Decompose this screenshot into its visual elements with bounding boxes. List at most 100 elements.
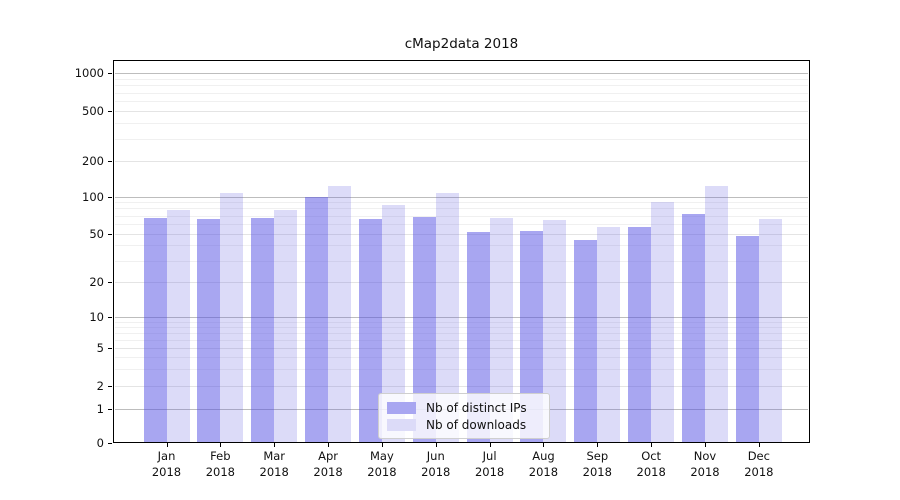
gridline-minor	[115, 223, 808, 225]
y-tick-mark	[108, 161, 112, 162]
x-tick-year: 2018	[259, 464, 289, 479]
y-tick-label: 2	[96, 379, 104, 393]
y-tick-mark	[108, 282, 112, 283]
x-tick-year: 2018	[474, 464, 505, 479]
x-tick-label-sep: Sep 2018	[567, 449, 627, 480]
x-tick-mark	[705, 443, 706, 447]
bar-downloads-sep	[597, 227, 621, 442]
y-tick-mark	[108, 409, 112, 410]
legend-entry-downloads: Nb of downloads	[387, 416, 541, 433]
x-tick-label-nov: Nov 2018	[675, 449, 735, 480]
gridline-minor	[115, 327, 808, 329]
x-tick-label-jan: Jan 2018	[137, 449, 197, 480]
bar-distinct-ips-nov	[682, 214, 705, 442]
bar-distinct-ips-sep	[574, 240, 598, 442]
x-tick-year: 2018	[205, 464, 235, 479]
legend: Nb of distinct IPs Nb of downloads	[378, 393, 550, 439]
bar-distinct-ips-feb	[197, 219, 221, 442]
gridline-minor	[115, 245, 808, 247]
bar-distinct-ips-jun	[412, 217, 436, 442]
x-tick-label-apr: Apr 2018	[298, 449, 358, 480]
x-tick-mark	[274, 443, 276, 447]
chart-title: cMap2data 2018	[404, 36, 519, 52]
gridline-minor	[115, 202, 808, 204]
x-tick-label-oct: Oct 2018	[621, 449, 681, 480]
x-tick-month: Nov	[693, 449, 717, 463]
plot-area	[113, 60, 810, 443]
y-tick-label: 1000	[74, 66, 104, 80]
bar-downloads-nov	[705, 185, 728, 442]
bar-downloads-feb	[220, 192, 244, 442]
y-tick-mark	[108, 111, 112, 112]
x-tick-mark	[543, 443, 545, 447]
y-tick-mark	[108, 386, 112, 387]
bar-distinct-ips-jan	[143, 217, 167, 442]
legend-swatch-distinct-ips	[387, 401, 416, 414]
gridline-decade	[115, 317, 808, 318]
x-tick-mark	[328, 443, 330, 447]
x-tick-month: Feb	[210, 449, 231, 463]
y-tick-label: 100	[82, 189, 104, 204]
y-tick-mark	[108, 196, 112, 198]
gridline	[115, 282, 808, 283]
bar-downloads-may	[381, 205, 405, 442]
legend-label-distinct-ips: Nb of distinct IPs	[426, 400, 527, 415]
x-tick-mark	[435, 443, 437, 447]
gridline	[115, 348, 808, 350]
y-tick-mark	[108, 317, 112, 318]
x-tick-year: 2018	[690, 464, 720, 479]
gridline-minor	[115, 85, 808, 87]
legend-swatch-downloads	[387, 418, 416, 431]
y-tick-mark	[108, 233, 112, 235]
x-tick-mark	[381, 443, 383, 447]
bar-downloads-jan	[166, 209, 190, 442]
y-tick-label: 50	[89, 226, 104, 241]
x-tick-label-mar: Mar 2018	[244, 449, 304, 480]
gridline-minor	[115, 369, 808, 371]
y-tick-label: 0	[96, 436, 104, 450]
gridline-minor	[115, 340, 808, 342]
x-tick-month: Aug	[532, 449, 555, 463]
x-tick-month: Jan	[157, 449, 176, 463]
x-tick-year: 2018	[367, 464, 397, 479]
y-tick-label: 500	[82, 104, 104, 118]
x-tick-year: 2018	[421, 464, 451, 479]
legend-label-downloads: Nb of downloads	[426, 417, 527, 432]
x-tick-year: 2018	[528, 464, 559, 479]
x-tick-month: Apr	[318, 449, 338, 463]
x-tick-year: 2018	[151, 464, 182, 479]
y-tick-label: 20	[89, 275, 104, 289]
y-tick-mark	[108, 73, 112, 74]
gridline-minor	[115, 333, 808, 335]
x-tick-year: 2018	[582, 464, 612, 479]
x-tick-mark	[489, 443, 491, 447]
gridline-minor	[115, 92, 808, 94]
gridline-minor	[115, 78, 808, 80]
x-tick-mark	[220, 443, 222, 447]
bar-distinct-ips-dec	[735, 235, 759, 442]
bar-distinct-ips-mar	[251, 217, 275, 442]
gridline-minor	[115, 101, 808, 102]
x-tick-month: Jun	[426, 449, 445, 463]
x-tick-label-jul: Jul 2018	[460, 449, 520, 480]
x-tick-label-jun: Jun 2018	[406, 449, 466, 480]
gridline-minor	[115, 260, 808, 262]
gridline-minor	[115, 215, 808, 217]
x-tick-year: 2018	[313, 464, 343, 479]
x-tick-label-aug: Aug 2018	[513, 449, 573, 480]
x-tick-mark	[651, 443, 653, 447]
x-tick-month: Sep	[586, 449, 609, 463]
x-tick-label-feb: Feb 2018	[190, 449, 250, 480]
gridline	[115, 233, 808, 235]
gridline-minor	[115, 123, 808, 125]
x-tick-month: Mar	[263, 449, 286, 463]
gridline	[115, 161, 808, 162]
gridline-minor	[115, 208, 808, 210]
bar-downloads-jun	[435, 192, 459, 442]
x-tick-year: 2018	[636, 464, 666, 479]
y-tick-mark	[108, 443, 112, 444]
bar-distinct-ips-oct	[628, 227, 652, 442]
x-tick-month: May	[370, 449, 394, 463]
x-tick-mark	[758, 443, 760, 447]
